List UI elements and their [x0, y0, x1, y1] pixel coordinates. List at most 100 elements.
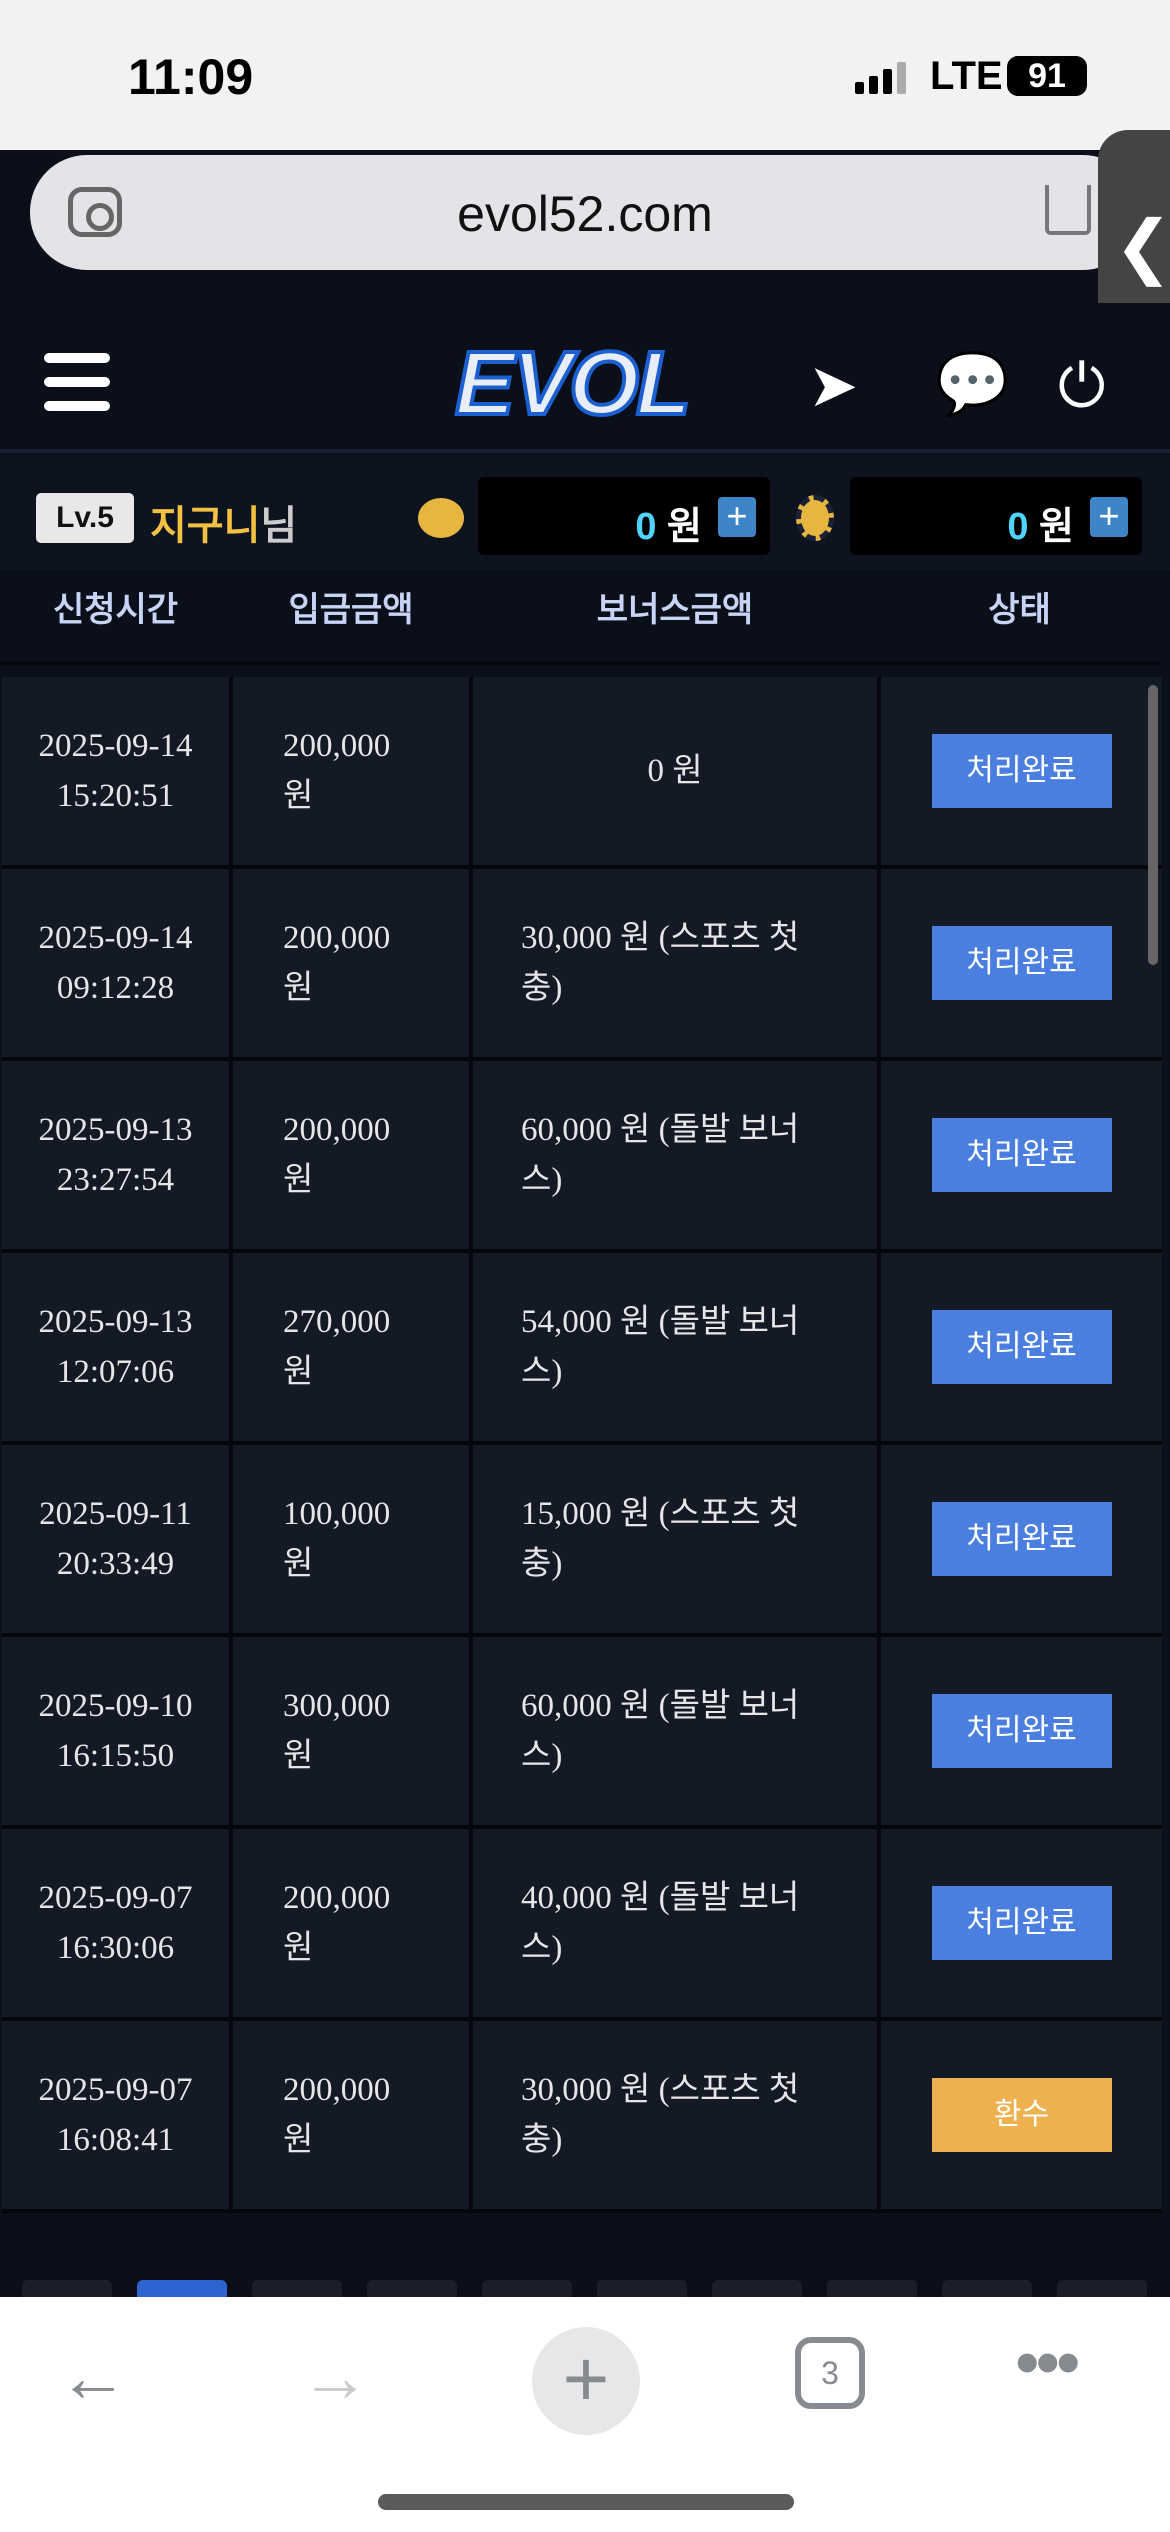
- coin-icon: [418, 498, 464, 538]
- table-row: 2025-09-07 16:08:41 200,000 원 30,000 원 (스포…: [2, 2021, 1162, 2213]
- request-time-cell: 2025-09-13 12:07:06: [2, 1253, 233, 1441]
- back-icon[interactable]: ←: [58, 2338, 128, 2416]
- request-time-cell: 2025-09-13 23:27:54: [2, 1061, 233, 1249]
- pagination: [0, 2280, 1170, 2300]
- request-time: 23:27:54: [56, 1162, 175, 1198]
- status-badge: 환수: [931, 2078, 1112, 2152]
- page-button[interactable]: [827, 2280, 917, 2300]
- logo[interactable]: EVOL: [453, 332, 693, 436]
- point-amount: 0: [1007, 506, 1029, 548]
- new-tab-button[interactable]: +: [532, 2327, 640, 2435]
- chat-icon[interactable]: 💬: [935, 350, 1010, 417]
- page-button[interactable]: [712, 2280, 802, 2300]
- user-bar: Lv.5 지구니님 0 원 + 0 원 +: [0, 455, 1170, 570]
- table-row: 2025-09-14 15:20:51 200,000 원 0 원 처리완료: [2, 677, 1162, 869]
- telegram-icon[interactable]: ➤: [808, 352, 859, 419]
- request-date: 2025-09-14: [38, 728, 193, 764]
- battery-icon: 91: [1007, 56, 1087, 96]
- site-header: EVOL ➤ 💬 ⏻: [0, 303, 1170, 453]
- deposit-unit: 원: [283, 1738, 314, 1774]
- bonus-amount: 60,000 원 (돌발 보너스): [521, 1112, 800, 1198]
- deposit-amount: 100,000: [283, 1496, 391, 1532]
- request-time-cell: 2025-09-14 09:12:28: [2, 869, 233, 1057]
- deposit-amount-cell: 300,000 원: [233, 1637, 473, 1825]
- cash-amount: 0: [635, 506, 657, 548]
- status-badge: 처리완료: [931, 1694, 1112, 1768]
- bonus-amount-cell: 40,000 원 (돌발 보너스): [473, 1829, 881, 2017]
- menu-icon[interactable]: [44, 353, 110, 425]
- deposit-amount-cell: 200,000 원: [233, 869, 473, 1057]
- url-text[interactable]: evol52.com: [457, 186, 713, 242]
- bonus-amount-cell: 60,000 원 (돌발 보너스): [473, 1637, 881, 1825]
- tabs-button[interactable]: 3: [795, 2337, 865, 2409]
- table-row: 2025-09-13 12:07:06 270,000 원 54,000 원 (돌발…: [2, 1253, 1162, 1445]
- deposit-plus-button[interactable]: +: [718, 497, 756, 537]
- deposit-amount: 200,000: [283, 1112, 391, 1148]
- page-button[interactable]: [482, 2280, 572, 2300]
- bonus-amount: 0 원: [647, 753, 703, 789]
- page-button[interactable]: [252, 2280, 342, 2300]
- signal-icon: [855, 62, 906, 94]
- request-date: 2025-09-07: [38, 2072, 193, 2108]
- camera-search-icon[interactable]: [68, 187, 122, 237]
- bonus-amount: 15,000 원 (스포츠 첫충): [521, 1496, 800, 1582]
- deposit-unit: 원: [283, 1162, 314, 1198]
- network-label: LTE: [930, 54, 1003, 98]
- bonus-amount: 54,000 원 (돌발 보너스): [521, 1304, 800, 1390]
- scrollbar[interactable]: [1148, 685, 1158, 965]
- request-date: 2025-09-07: [38, 1880, 193, 1916]
- point-unit: 원: [1039, 506, 1074, 548]
- deposit-amount: 200,000: [283, 920, 391, 956]
- bonus-amount-cell: 54,000 원 (돌발 보너스): [473, 1253, 881, 1441]
- deposit-unit: 원: [283, 1354, 314, 1390]
- deposit-amount: 200,000: [283, 728, 391, 764]
- page-button[interactable]: [137, 2280, 227, 2300]
- bonus-amount-cell: 60,000 원 (돌발 보너스): [473, 1061, 881, 1249]
- status-cell: 처리완료: [881, 1637, 1162, 1825]
- page-button[interactable]: [367, 2280, 457, 2300]
- cash-unit: 원: [667, 506, 702, 548]
- status-cell: 처리완료: [881, 869, 1162, 1057]
- request-time: 09:12:28: [56, 970, 175, 1006]
- address-bar[interactable]: evol52.com: [30, 155, 1140, 270]
- level-badge: Lv.5: [36, 493, 134, 543]
- more-icon[interactable]: •••: [1015, 2323, 1081, 2401]
- username-text: 지구니: [150, 504, 261, 548]
- header-deposit-amount: 입금금액: [288, 591, 414, 629]
- deposit-unit: 원: [283, 2122, 314, 2158]
- request-time-cell: 2025-09-14 15:20:51: [2, 677, 233, 865]
- bonus-amount-cell: 30,000 원 (스포츠 첫충): [473, 869, 881, 1057]
- request-date: 2025-09-13: [38, 1304, 193, 1340]
- cash-balance: 0 원 +: [478, 477, 770, 555]
- request-time: 15:20:51: [56, 778, 175, 814]
- status-bar: 11:09 LTE 91 evol52.com: [0, 0, 1170, 270]
- status-badge: 처리완료: [931, 1502, 1112, 1576]
- username: 지구니님: [150, 493, 297, 551]
- deposit-amount-cell: 200,000 원: [233, 1061, 473, 1249]
- table-row: 2025-09-14 09:12:28 200,000 원 30,000 원 (스포…: [2, 869, 1162, 1061]
- header-bonus-amount: 보너스금액: [596, 591, 754, 629]
- deposit-unit: 원: [283, 778, 314, 814]
- status-cell: 처리완료: [881, 1061, 1162, 1249]
- bonus-amount-cell: 30,000 원 (스포츠 첫충): [473, 2021, 881, 2209]
- page-button[interactable]: [597, 2280, 687, 2300]
- status-badge: 처리완료: [931, 1310, 1112, 1384]
- power-icon[interactable]: ⏻: [1058, 352, 1106, 419]
- request-time-cell: 2025-09-07 16:30:06: [2, 1829, 233, 2017]
- request-date: 2025-09-14: [38, 920, 193, 956]
- deposit-amount-cell: 100,000 원: [233, 1445, 473, 1633]
- deposit-amount-cell: 200,000 원: [233, 677, 473, 865]
- status-cell: 처리완료: [881, 1829, 1162, 2017]
- page-button[interactable]: [942, 2280, 1032, 2300]
- page-button[interactable]: [22, 2280, 112, 2300]
- deposit-amount-cell: 200,000 원: [233, 1829, 473, 2017]
- status-badge: 처리완료: [931, 926, 1112, 1000]
- request-date: 2025-09-13: [38, 1112, 193, 1148]
- bonus-amount-cell: 15,000 원 (스포츠 첫충): [473, 1445, 881, 1633]
- bonus-amount: 30,000 원 (스포츠 첫충): [521, 920, 800, 1006]
- share-icon[interactable]: [1045, 185, 1091, 235]
- point-plus-button[interactable]: +: [1090, 497, 1128, 537]
- forward-icon[interactable]: →: [300, 2338, 370, 2416]
- page-button[interactable]: [1057, 2280, 1147, 2300]
- table-header: 신청시간 입금금액 보너스금액 상태: [0, 570, 1160, 665]
